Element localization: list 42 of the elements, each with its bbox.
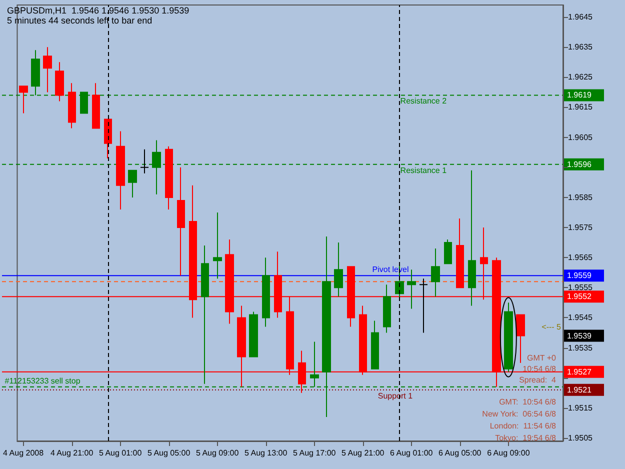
- ref-line-label: 1.9559: [567, 271, 592, 280]
- y-tick-label: 1.9635: [568, 42, 594, 52]
- x-tick-label: 4 Aug 21:00: [50, 448, 94, 458]
- annotation: GMT +0: [527, 354, 557, 362]
- x-tick-label: 4 Aug 2008: [3, 448, 44, 458]
- y-tick-label: 1.9565: [568, 253, 594, 262]
- x-tick-label: 6 Aug 09:00: [487, 448, 530, 458]
- y-tick-label: 1.9545: [568, 313, 594, 322]
- ref-line-label: 1.9596: [567, 160, 592, 169]
- y-tick-label: 1.9585: [568, 192, 594, 202]
- x-tick-label: 6 Aug 05:00: [438, 448, 482, 458]
- x-tick-label: 6 Aug 01:00: [390, 448, 434, 458]
- x-tick-label: 5 Aug 17:00: [293, 448, 336, 458]
- annotation: London: 11:54 6/8: [490, 422, 557, 430]
- annotation: Support 1: [378, 391, 414, 400]
- annotation: Tokyo: 19:54 6/8: [495, 434, 557, 442]
- y-tick-label: 1.9515: [568, 403, 594, 412]
- y-tick-label: 1.9605: [568, 132, 594, 142]
- annotation: <--- 5: [542, 322, 562, 332]
- x-tick-label: 5 Aug 09:00: [196, 448, 240, 458]
- annotation: New York: 06:54 6/8: [482, 410, 557, 418]
- ref-line-label: 1.9527: [567, 367, 592, 376]
- annotation: GMT: 10:54 6/8: [499, 398, 557, 406]
- x-tick-label: 5 Aug 05:00: [147, 448, 191, 458]
- annotation: Spread: 4: [519, 376, 557, 384]
- annotation: 10:54 6/8: [522, 364, 557, 374]
- y-tick-label: 1.9615: [568, 102, 594, 112]
- ref-line-label: 1.9552: [567, 292, 592, 302]
- y-tick-label: 1.9555: [568, 283, 594, 292]
- y-tick-label: 1.9645: [568, 12, 594, 22]
- y-tick-label: 1.9535: [568, 343, 594, 352]
- y-tick-label: 1.9575: [568, 223, 594, 232]
- ref-line-label: 1.9521: [567, 385, 592, 394]
- y-tick-label: 1.9625: [568, 72, 594, 82]
- y-tick-label: 1.9505: [568, 433, 594, 442]
- ref-line-label: 1.9619: [567, 90, 592, 100]
- x-tick-label: 5 Aug 21:00: [342, 448, 385, 458]
- x-tick-label: 5 Aug 01:00: [98, 448, 142, 458]
- text: 1.9539: [567, 331, 592, 340]
- x-tick-label: 5 Aug 13:00: [244, 448, 288, 458]
- annotation: Resistance 2: [400, 96, 448, 106]
- annotation: Resistance 1: [400, 166, 448, 175]
